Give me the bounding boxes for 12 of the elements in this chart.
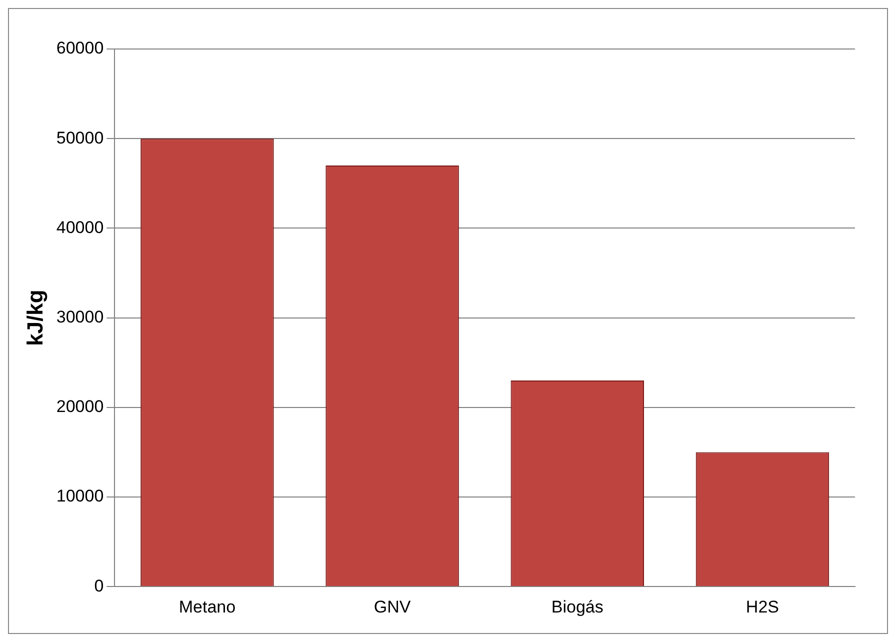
x-tick-label: Metano [178,597,236,616]
y-tick-label: 60000 [56,38,104,58]
y-tick-label: 0 [94,576,104,596]
y-tick-label: 20000 [56,397,104,416]
y-tick-label: 40000 [56,218,104,237]
x-tick-label: H2S [746,597,779,616]
x-tick-label: GNV [374,597,412,616]
y-axis-title: kJ/kg [22,290,48,346]
y-tick-label: 30000 [56,307,104,326]
y-tick-label: 50000 [56,128,104,148]
y-tick-label: 10000 [56,486,104,506]
x-tick-label: Biogás [551,597,604,616]
